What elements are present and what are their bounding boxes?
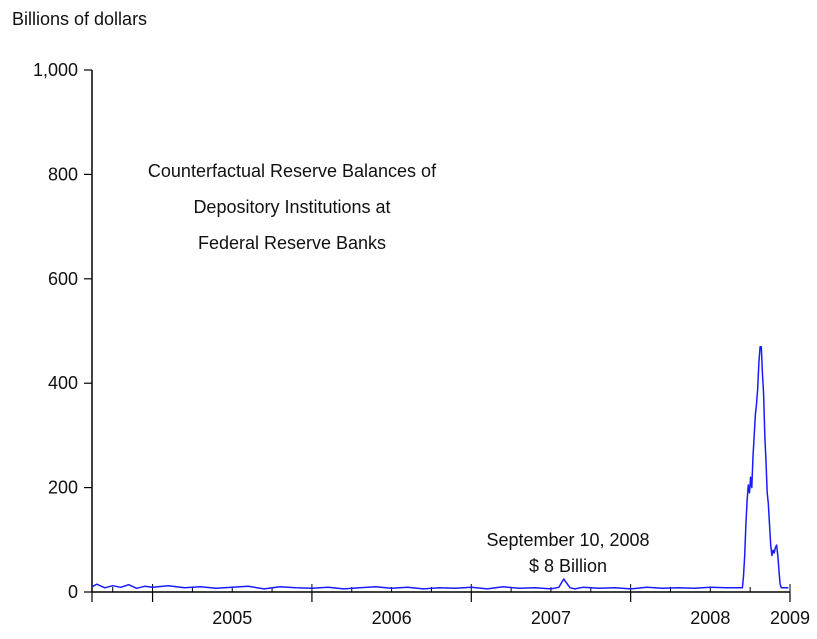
annotation-title-line: Counterfactual Reserve Balances of <box>148 161 437 181</box>
x-tick-label: 2006 <box>372 608 412 628</box>
x-tick-label: 2008 <box>690 608 730 628</box>
y-tick-label: 600 <box>48 269 78 289</box>
y-tick-label: 800 <box>48 164 78 184</box>
series-line <box>91 345 789 590</box>
y-tick-label: 200 <box>48 478 78 498</box>
point-annotation-line: $ 8 Billion <box>529 556 607 576</box>
axes: 0 200 400 600 800 1,000 2005 2006 2007 2008 2009 <box>33 60 810 628</box>
point-annotation: September 10, 2008 $ 8 Billion <box>486 530 649 576</box>
x-tick-label: 2005 <box>212 608 252 628</box>
y-tick-label: 1,000 <box>33 60 78 80</box>
annotation-title: Counterfactual Reserve Balances of Deposi… <box>148 161 437 253</box>
annotation-title-line: Depository Institutions at <box>193 197 390 217</box>
y-tick-label: 400 <box>48 373 78 393</box>
x-tick-label: 2007 <box>531 608 571 628</box>
series <box>91 345 789 590</box>
point-annotation-line: September 10, 2008 <box>486 530 649 550</box>
annotation-title-line: Federal Reserve Banks <box>198 233 386 253</box>
y-axis-unit-label: Billions of dollars <box>12 9 147 29</box>
x-tick-label: 2009 <box>770 608 810 628</box>
y-tick-label: 0 <box>68 582 78 602</box>
